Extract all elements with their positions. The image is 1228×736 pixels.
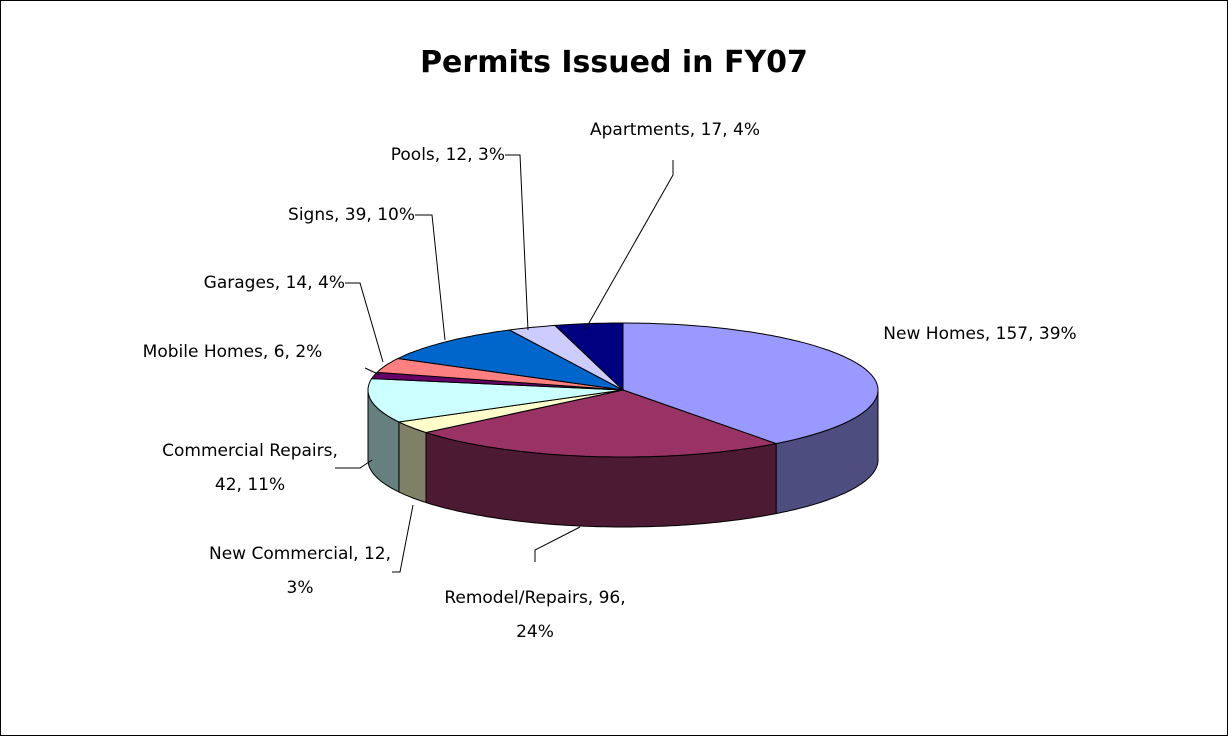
slice: [622, 322, 879, 445]
leader-line: [505, 154, 529, 331]
data-label: Mobile Homes, 6, 2%: [142, 342, 323, 362]
slice: [396, 329, 624, 391]
data-label: Pools, 12, 3%: [390, 145, 505, 165]
leader-line: [364, 367, 381, 376]
data-label: New Homes, 157, 39%: [883, 324, 1077, 344]
slice: [507, 324, 624, 391]
leader-line: [345, 282, 384, 363]
leader-line: [584, 160, 674, 331]
data-label: New Commercial, 12, 3%: [208, 544, 391, 598]
data-label: Apartments, 17, 4%: [589, 120, 761, 140]
slice-side: [398, 421, 427, 504]
leader-line: [335, 459, 373, 469]
leader-line: [392, 504, 414, 573]
slice: [375, 357, 624, 391]
data-label: Garages, 14, 4%: [203, 273, 345, 293]
data-label: Commercial Repairs, 42, 11%: [162, 441, 338, 495]
slice: [424, 389, 778, 458]
chart-title: Permits Issued in FY07: [420, 45, 808, 80]
data-label: Remodel/Repairs, 96, 24%: [444, 588, 626, 642]
leader-line: [415, 214, 446, 341]
slice: [397, 389, 624, 434]
data-label: Signs, 39, 10%: [288, 205, 415, 225]
slice: [367, 378, 624, 423]
leader-line: [534, 526, 581, 562]
